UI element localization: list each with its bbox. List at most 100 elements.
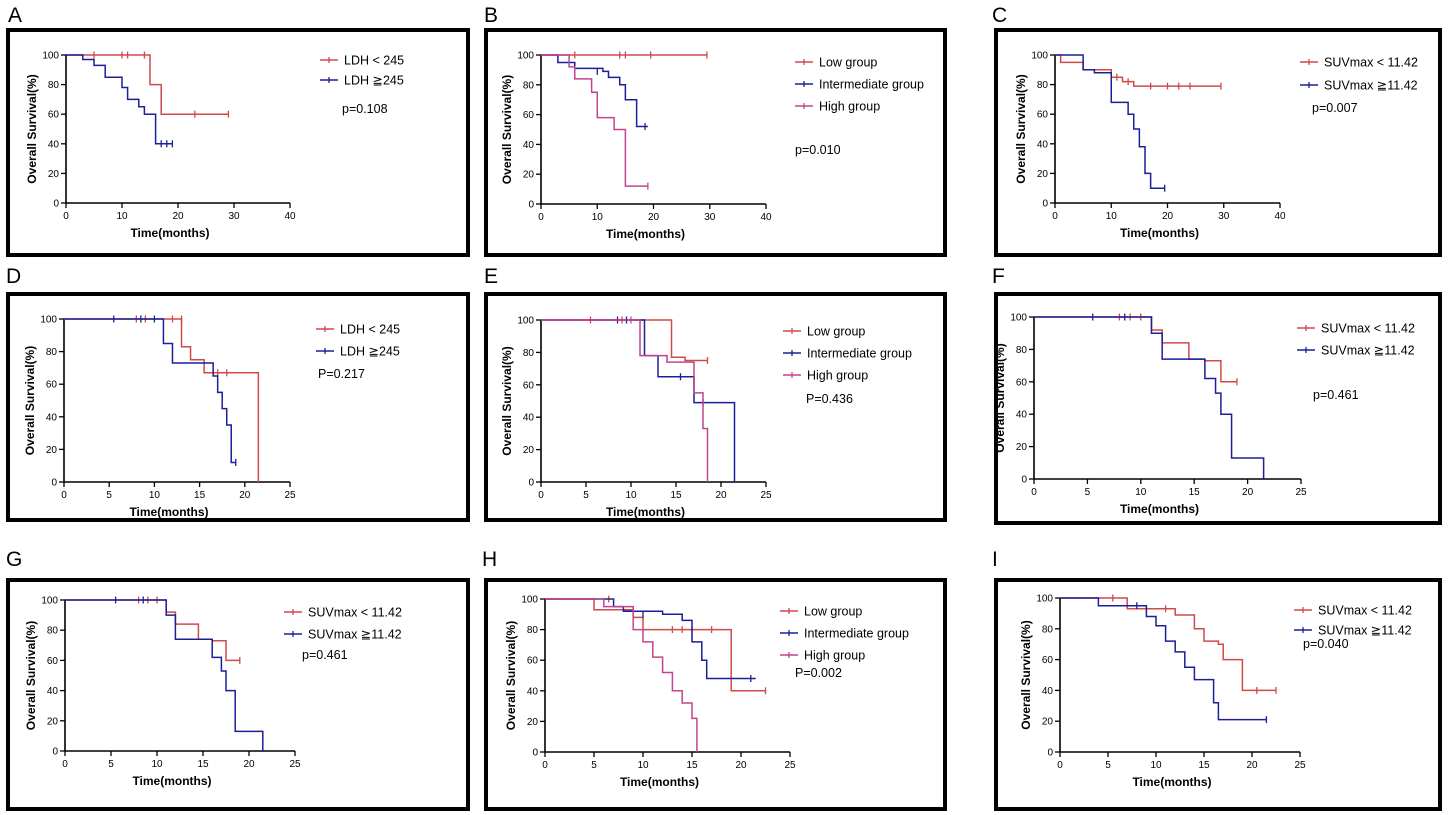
x-tick-label: 5 [106,490,112,501]
x-tick-label: 10 [116,211,128,222]
survival-curve [1060,597,1267,721]
x-axis-title: Time(months) [130,226,209,240]
panel-letter: I [992,548,998,571]
y-tick-label: 80 [1042,624,1054,635]
panel-frame [484,292,947,522]
legend-entry: High group [783,369,868,383]
y-tick-label: 40 [47,686,59,697]
panel-d: D 0 20 40 60 80 100 0 5 10 15 20 25 Time(months) Overa… [6,265,470,522]
y-axis-title: Overall Survival(%) [500,75,514,184]
x-axis-title: Time(months) [606,227,685,241]
y-axis-title: Overall Survival(%) [25,74,39,183]
x-tick-label: 40 [284,211,296,222]
series-high-group [541,54,649,190]
series-suvmax-11-42 [1034,313,1265,479]
legend-entry: SUVmax ≧11.42 [1297,344,1415,358]
series-ldh-245 [64,315,260,482]
panel-frame [6,578,470,811]
x-axis-title: Time(months) [1132,775,1211,789]
p-value: p=0.040 [1303,637,1349,651]
legend-label: Intermediate group [804,627,909,641]
y-tick-label: 100 [517,316,534,327]
y-tick-label: 100 [521,595,538,606]
x-tick-label: 25 [1294,760,1306,771]
survival-curve [545,598,766,692]
x-tick-label: 30 [704,212,716,223]
x-tick-label: 40 [760,212,772,223]
x-tick-label: 15 [670,490,682,501]
y-axis-title: Overall Survival(%) [500,346,514,455]
legend-entry: SUVmax < 11.42 [1300,56,1418,70]
y-tick-label: 40 [523,140,535,151]
legend-label: LDH < 245 [340,323,400,337]
legend-entry: High group [780,649,865,663]
legend-label: SUVmax ≧11.42 [1318,624,1412,638]
x-axis-title: Time(months) [1120,502,1199,516]
y-tick-label: 100 [42,51,59,62]
x-tick-label: 20 [243,759,255,770]
x-tick-label: 5 [1085,487,1091,498]
y-tick-label: 0 [52,747,58,758]
survival-curve [541,319,708,362]
x-axis-title: Time(months) [606,505,685,519]
y-tick-label: 100 [40,315,57,326]
y-tick-label: 0 [532,748,538,759]
x-tick-label: 0 [1052,211,1058,222]
x-tick-label: 15 [197,759,209,770]
legend-label: Low group [819,56,877,70]
x-tick-label: 20 [172,211,184,222]
x-tick-label: 5 [108,759,114,770]
legend-entry: Low group [780,605,862,619]
x-tick-label: 25 [289,759,301,770]
y-tick-label: 80 [527,625,539,636]
legend-label: SUVmax ≧11.42 [1321,344,1415,358]
x-tick-label: 20 [735,760,747,771]
legend-label: LDH < 245 [344,54,404,68]
survival-curve [1060,597,1276,692]
survival-curve [545,598,698,752]
x-tick-label: 10 [151,759,163,770]
x-tick-label: 10 [1135,487,1147,498]
x-tick-label: 20 [1242,487,1254,498]
legend-label: High group [819,100,880,114]
survival-curve [66,54,173,145]
y-tick-label: 80 [1016,345,1028,356]
x-tick-label: 0 [538,490,544,501]
legend-label: SUVmax < 11.42 [308,606,402,620]
x-tick-label: 0 [542,760,548,771]
survival-curve [1055,54,1165,189]
x-tick-label: 30 [228,211,240,222]
panel-frame [994,28,1442,257]
legend-entry: LDH < 245 [320,54,404,68]
y-tick-label: 60 [47,656,59,667]
y-tick-label: 20 [48,169,60,180]
x-tick-label: 20 [1246,760,1258,771]
x-axis-title: Time(months) [1120,226,1199,240]
panel-b: B 0 20 40 60 80 100 0 10 20 30 40 Time(months) Overal… [484,4,947,257]
y-tick-label: 60 [1042,655,1054,666]
panel-frame [6,28,470,257]
y-tick-label: 20 [1037,169,1049,180]
y-tick-label: 60 [1037,110,1049,121]
legend-entry: SUVmax ≧11.42 [284,628,402,642]
x-tick-label: 0 [538,212,544,223]
survival-curve [541,54,648,187]
p-value: p=0.108 [342,102,388,116]
x-tick-label: 25 [784,760,796,771]
panel-letter: E [484,265,498,288]
y-tick-label: 40 [1037,139,1049,150]
panel-letter: D [6,265,21,288]
y-tick-label: 0 [528,478,534,489]
y-tick-label: 100 [517,51,534,62]
x-tick-label: 0 [1057,760,1063,771]
p-value: P=0.217 [318,367,365,381]
legend-label: High group [804,649,865,663]
y-tick-label: 0 [1042,199,1048,210]
y-tick-label: 100 [1031,51,1048,62]
series-suvmax-11-42 [1060,597,1268,724]
y-axis-title: Overall Survival(%) [23,346,37,455]
y-axis-title: Overall Survival(%) [1019,620,1033,729]
y-tick-label: 100 [1036,594,1053,605]
legend-label: SUVmax < 11.42 [1324,56,1418,70]
y-tick-label: 20 [523,170,535,181]
